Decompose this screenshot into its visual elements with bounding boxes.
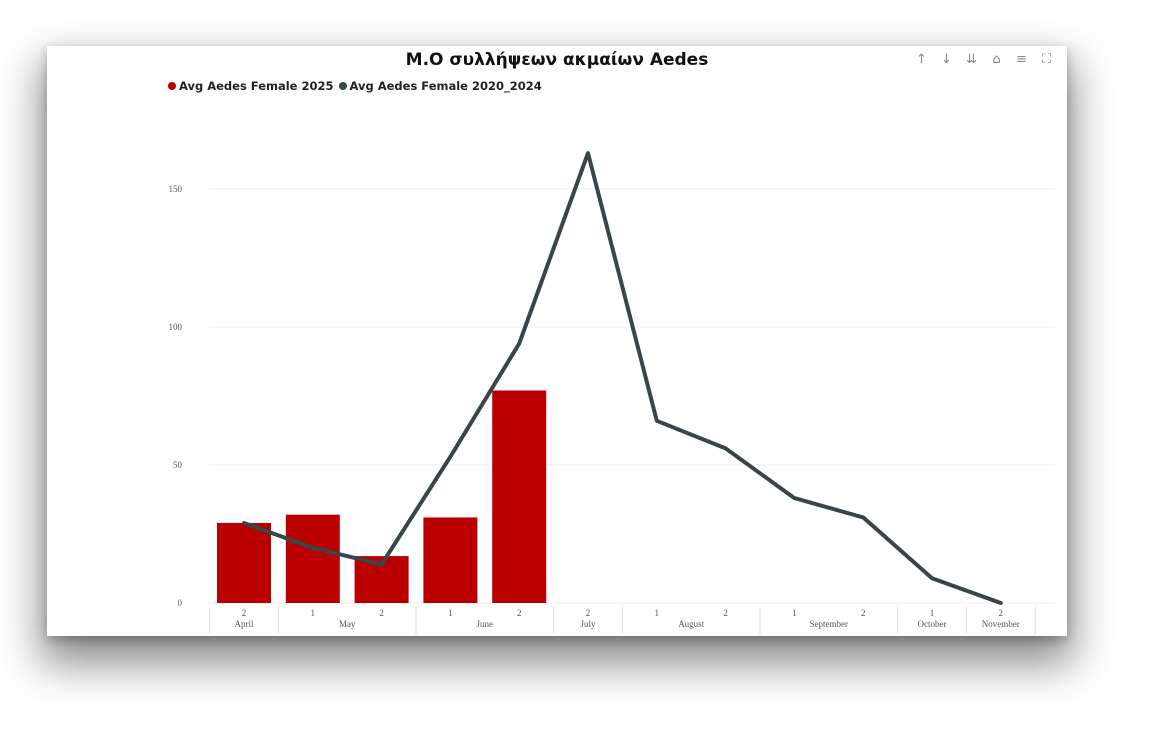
legend: Avg Aedes Female 2025 Avg Aedes Female 2… <box>168 79 542 93</box>
bar <box>492 390 547 603</box>
series-line-2020-2024 <box>242 151 1003 605</box>
x-month-label: May <box>339 619 356 629</box>
x-tick-half-label: 1 <box>655 608 660 618</box>
legend-label-2025: Avg Aedes Female 2025 <box>179 79 334 93</box>
filter-icon[interactable]: ≡ <box>1016 52 1027 67</box>
chart-title: Μ.Ο συλλήψεων ακμαίων Aedes <box>405 50 709 70</box>
x-tick-half-label: 2 <box>586 608 591 618</box>
legend-dot-2020-2024 <box>338 82 347 90</box>
y-tick-label: 100 <box>169 322 183 332</box>
y-tick-label: 0 <box>178 598 183 608</box>
legend-item-2020-2024[interactable]: Avg Aedes Female 2020_2024 <box>338 79 542 93</box>
y-tick-label: 150 <box>169 184 183 194</box>
bar <box>217 522 271 603</box>
x-tick-half-label: 1 <box>311 608 316 618</box>
drill-up-icon[interactable]: ⌂ <box>992 52 1001 67</box>
x-month-label: October <box>918 619 947 629</box>
x-tick-half-label: 1 <box>448 608 453 618</box>
x-tick-half-label: 2 <box>517 608 522 618</box>
x-month-label: November <box>982 619 1020 629</box>
x-tick-half-label: 2 <box>723 608 728 618</box>
x-tick-half-label: 2 <box>379 608 384 618</box>
x-month-label: July <box>580 619 596 629</box>
focus-mode-icon[interactable]: ⛶ <box>1041 52 1052 67</box>
arrow-down-icon[interactable]: ↓ <box>941 52 952 67</box>
visual-toolbar: ↑ ↓ ⇊ ⌂ ≡ ⛶ <box>911 51 1057 68</box>
x-tick-half-label: 1 <box>930 608 935 618</box>
legend-item-2025[interactable]: Avg Aedes Female 2025 <box>168 79 334 93</box>
arrow-up-icon[interactable]: ↑ <box>916 52 927 67</box>
bar <box>285 514 340 603</box>
x-month-label: September <box>810 619 849 629</box>
legend-dot-2025 <box>168 82 176 90</box>
x-tick-half-label: 2 <box>242 608 247 618</box>
legend-label-2020-2024: Avg Aedes Female 2020_2024 <box>349 79 542 93</box>
double-arrow-down-icon[interactable]: ⇊ <box>966 52 977 67</box>
x-month-label: August <box>678 619 705 629</box>
chart-card: Μ.Ο συλλήψεων ακμαίων Aedes ↑ ↓ ⇊ ⌂ ≡ ⛶ … <box>47 46 1067 636</box>
y-tick-label: 50 <box>173 460 183 470</box>
bar <box>423 517 478 603</box>
x-tick-half-label: 2 <box>861 608 866 618</box>
x-tick-half-label: 1 <box>792 608 797 618</box>
x-tick-half-label: 2 <box>999 608 1004 618</box>
x-month-label: April <box>235 619 254 629</box>
x-month-label: June <box>477 619 494 629</box>
